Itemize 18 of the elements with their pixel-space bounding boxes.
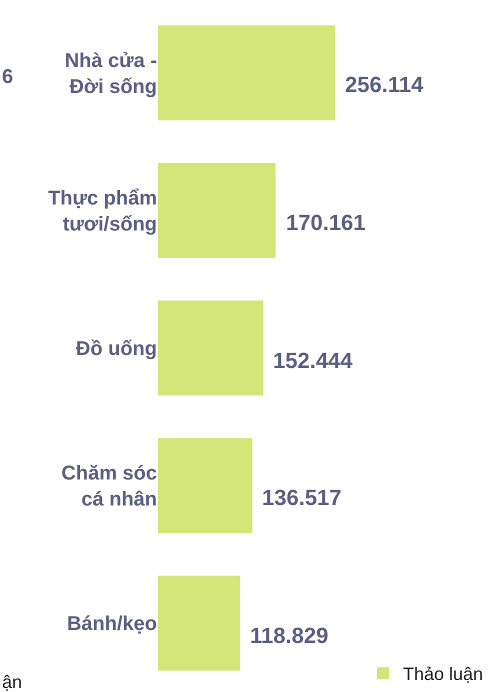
text: ận <box>2 672 22 692</box>
data-label: 256.114 <box>345 72 424 97</box>
data-label: 152.444 <box>273 348 354 373</box>
bar <box>158 576 240 671</box>
bar <box>158 162 276 258</box>
data-label: 118.829 <box>250 623 328 648</box>
y-tick-label: Chăm sóc cá nhân <box>61 462 157 511</box>
y-tick-label: Thực phẩm tươi/sống <box>48 187 157 236</box>
y-tick-label: Đồ uống <box>76 338 157 360</box>
bar <box>158 300 264 396</box>
text: 6 <box>2 66 14 88</box>
bar <box>158 25 336 120</box>
y-tick-label: Nhà cửa - Đời sống <box>64 50 157 98</box>
data-label: 136.517 <box>262 485 342 510</box>
y-tick-label: Bánh/kẹo <box>66 613 157 636</box>
bar <box>158 438 252 534</box>
data-label: 170.161 <box>286 210 366 235</box>
legend-label: Thảo luận <box>403 664 484 684</box>
